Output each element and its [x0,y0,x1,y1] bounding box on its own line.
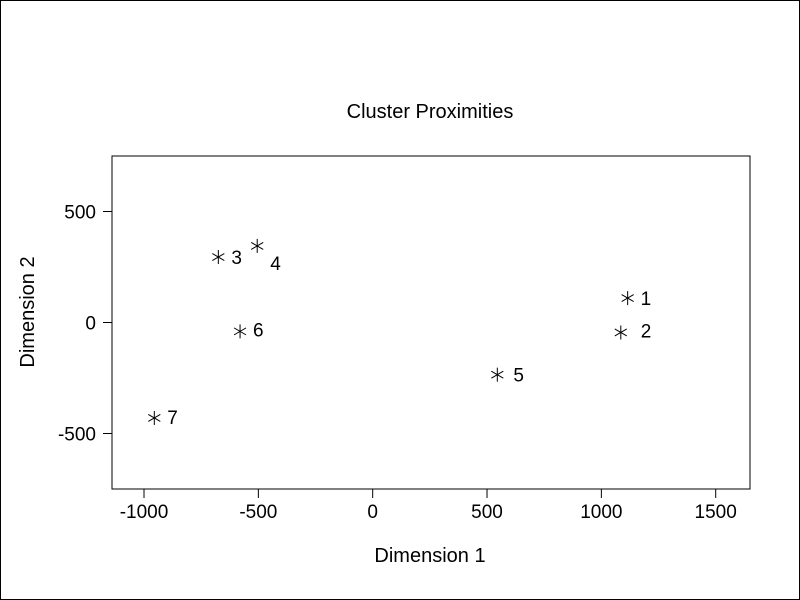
point-label: 4 [270,254,281,275]
x-tick-label: 1500 [695,502,737,523]
point-label: 7 [167,408,178,429]
data-point [212,250,225,265]
x-tick-label: 1000 [580,502,622,523]
y-axis-label: Dimension 2 [17,256,39,367]
y-axis: -500 0 500 [58,203,112,446]
y-tick-label: -500 [58,425,96,446]
point-label: 3 [231,248,242,269]
data-point [491,367,504,382]
point-label: 1 [641,289,652,310]
y-tick-label: 0 [85,314,96,335]
plot-frame [111,155,751,490]
point-label: 5 [513,366,524,387]
point-label: 2 [641,321,652,342]
x-tick-label: 500 [471,502,503,523]
point-label: 6 [253,320,264,341]
y-tick-label: 500 [64,203,96,224]
chart-title: Cluster Proximities [347,101,514,123]
data-point [614,325,628,340]
data-points: 1 2 3 4 5 6 7 [148,238,652,429]
data-point [250,238,264,253]
data-point [621,291,634,306]
x-tick-label: 0 [367,502,378,523]
x-tick-label: -1000 [120,502,169,523]
x-tick-label: -500 [239,502,277,523]
x-axis: -1000 -500 0 500 1000 1500 [120,489,737,523]
x-axis-label: Dimension 1 [374,545,485,567]
data-point [148,410,161,425]
data-point [233,324,247,339]
